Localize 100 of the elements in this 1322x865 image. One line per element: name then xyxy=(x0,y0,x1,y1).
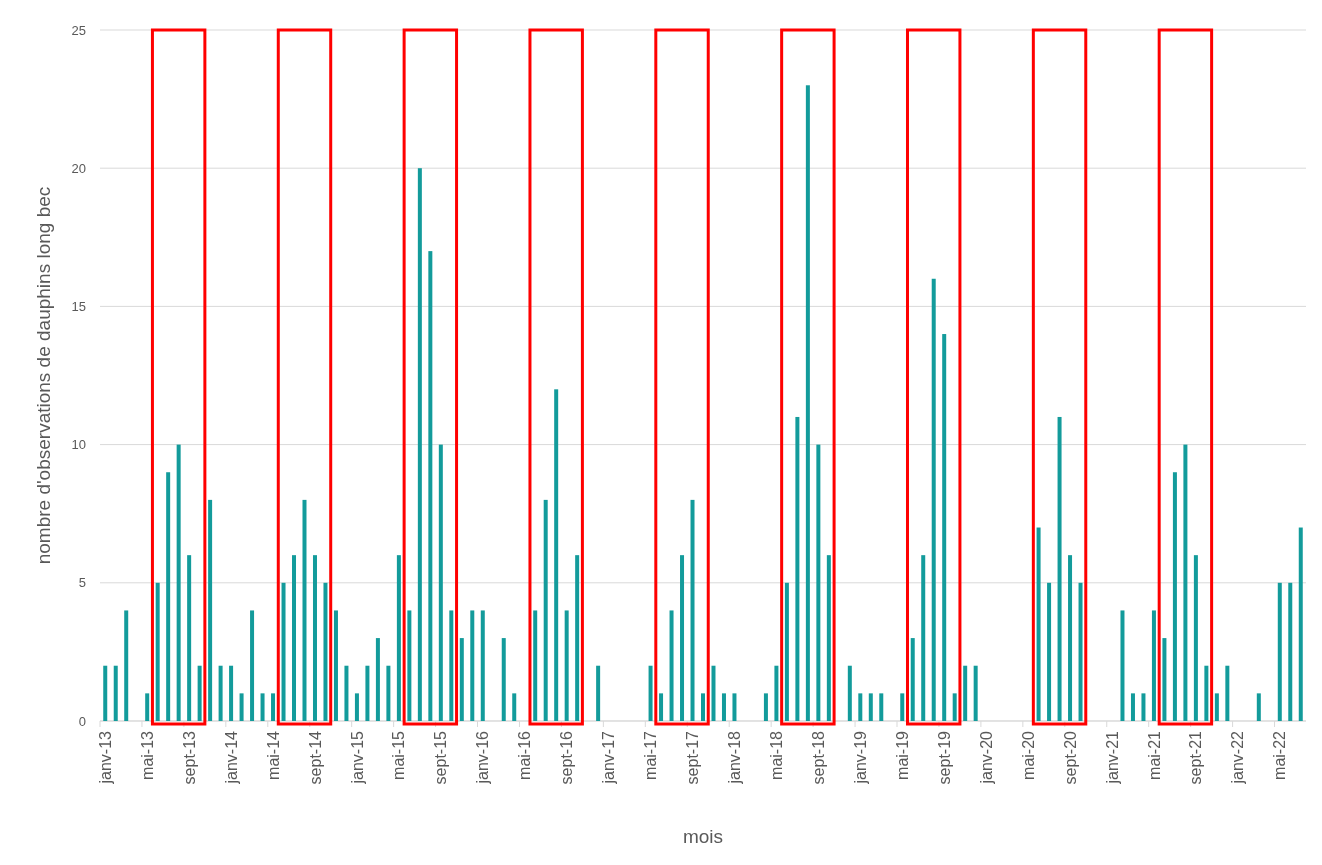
x-tick-label: sept-15 xyxy=(432,730,450,785)
x-tick-label: sept-14 xyxy=(306,730,324,785)
bar xyxy=(375,638,380,721)
bar xyxy=(271,693,276,721)
bar xyxy=(900,693,905,721)
bar xyxy=(732,693,737,721)
bar xyxy=(302,499,307,721)
bar xyxy=(1204,665,1209,721)
bar xyxy=(910,638,915,721)
bar xyxy=(1162,638,1167,721)
x-tick-label: janv-20 xyxy=(977,730,995,785)
bar xyxy=(176,444,181,721)
bar xyxy=(417,168,422,721)
bar xyxy=(774,665,779,721)
bar xyxy=(659,693,664,721)
bar xyxy=(826,555,831,721)
bar xyxy=(1193,555,1198,721)
bar xyxy=(648,665,653,721)
bar xyxy=(543,499,548,721)
bar xyxy=(1277,582,1282,721)
bar xyxy=(1120,610,1125,721)
bar xyxy=(847,665,852,721)
bar xyxy=(973,665,978,721)
bar xyxy=(459,638,464,721)
bar xyxy=(470,610,475,721)
x-tick-label: janv-16 xyxy=(474,730,492,785)
x-tick-label: sept-21 xyxy=(1187,730,1205,785)
x-tick-label: janv-18 xyxy=(726,730,744,785)
bar xyxy=(680,555,685,721)
bar xyxy=(312,555,317,721)
bar xyxy=(260,693,265,721)
bar xyxy=(124,610,129,721)
bar xyxy=(333,610,338,721)
x-tick-label: sept-20 xyxy=(1061,730,1079,785)
bar xyxy=(449,610,454,721)
bar xyxy=(396,555,401,721)
bar xyxy=(1298,527,1303,721)
x-axis-title: mois xyxy=(682,826,724,847)
bar xyxy=(931,278,936,721)
x-tick-label: mai-21 xyxy=(1145,730,1163,780)
bar xyxy=(721,693,726,721)
bar xyxy=(963,665,968,721)
x-tick-label: sept-19 xyxy=(935,730,953,785)
x-tick-label: janv-21 xyxy=(1103,730,1121,785)
bar xyxy=(711,665,716,721)
bar xyxy=(208,499,213,721)
bar xyxy=(145,693,150,721)
x-tick-label: janv-13 xyxy=(96,730,114,785)
bar xyxy=(554,389,559,721)
bar xyxy=(701,693,705,721)
bar xyxy=(1172,472,1177,721)
y-tick-label: 5 xyxy=(78,575,86,591)
bar xyxy=(564,610,569,721)
bar xyxy=(1288,582,1293,721)
bar xyxy=(501,638,506,721)
bar xyxy=(354,693,359,721)
bar xyxy=(816,444,821,721)
x-tick-label: mai-16 xyxy=(516,730,534,780)
bar xyxy=(292,555,297,721)
bar xyxy=(155,582,160,721)
y-tick-label: 15 xyxy=(71,298,86,314)
bar xyxy=(1141,693,1146,721)
x-tick-label: mai-18 xyxy=(768,730,786,780)
x-tick-label: mai-15 xyxy=(390,730,408,780)
bar xyxy=(879,693,884,721)
bar xyxy=(386,665,391,721)
bar xyxy=(669,610,674,721)
bar xyxy=(795,416,800,721)
bar xyxy=(218,665,223,721)
x-tick-label: janv-17 xyxy=(600,730,618,785)
bar xyxy=(344,665,349,721)
x-tick-label: mai-13 xyxy=(138,730,156,780)
bar xyxy=(187,555,192,721)
x-tick-label: sept-13 xyxy=(180,730,198,785)
bar xyxy=(229,665,234,721)
x-tick-label: janv-15 xyxy=(348,730,366,785)
bar xyxy=(1151,610,1156,721)
x-tick-label: mai-14 xyxy=(264,730,282,780)
bar xyxy=(103,665,108,721)
y-tick-label: 25 xyxy=(71,22,86,38)
bar xyxy=(1256,693,1261,721)
bar xyxy=(113,665,118,721)
bar xyxy=(1214,693,1219,721)
y-tick-label: 0 xyxy=(78,713,86,729)
bar xyxy=(480,610,485,721)
bar xyxy=(1036,527,1041,721)
bar xyxy=(858,693,863,721)
bar xyxy=(197,665,202,721)
bar xyxy=(428,251,433,721)
y-axis-title: nombre d'observations de dauphins long bec xyxy=(33,186,54,565)
bar xyxy=(952,693,957,721)
bar xyxy=(763,693,768,721)
bar xyxy=(942,334,947,721)
bar xyxy=(805,85,810,721)
bar xyxy=(166,472,171,721)
x-tick-label: sept-16 xyxy=(558,730,576,785)
x-tick-label: janv-22 xyxy=(1229,730,1247,785)
x-tick-label: mai-17 xyxy=(642,730,660,780)
bar xyxy=(1225,665,1230,721)
x-tick-label: mai-19 xyxy=(893,730,911,780)
